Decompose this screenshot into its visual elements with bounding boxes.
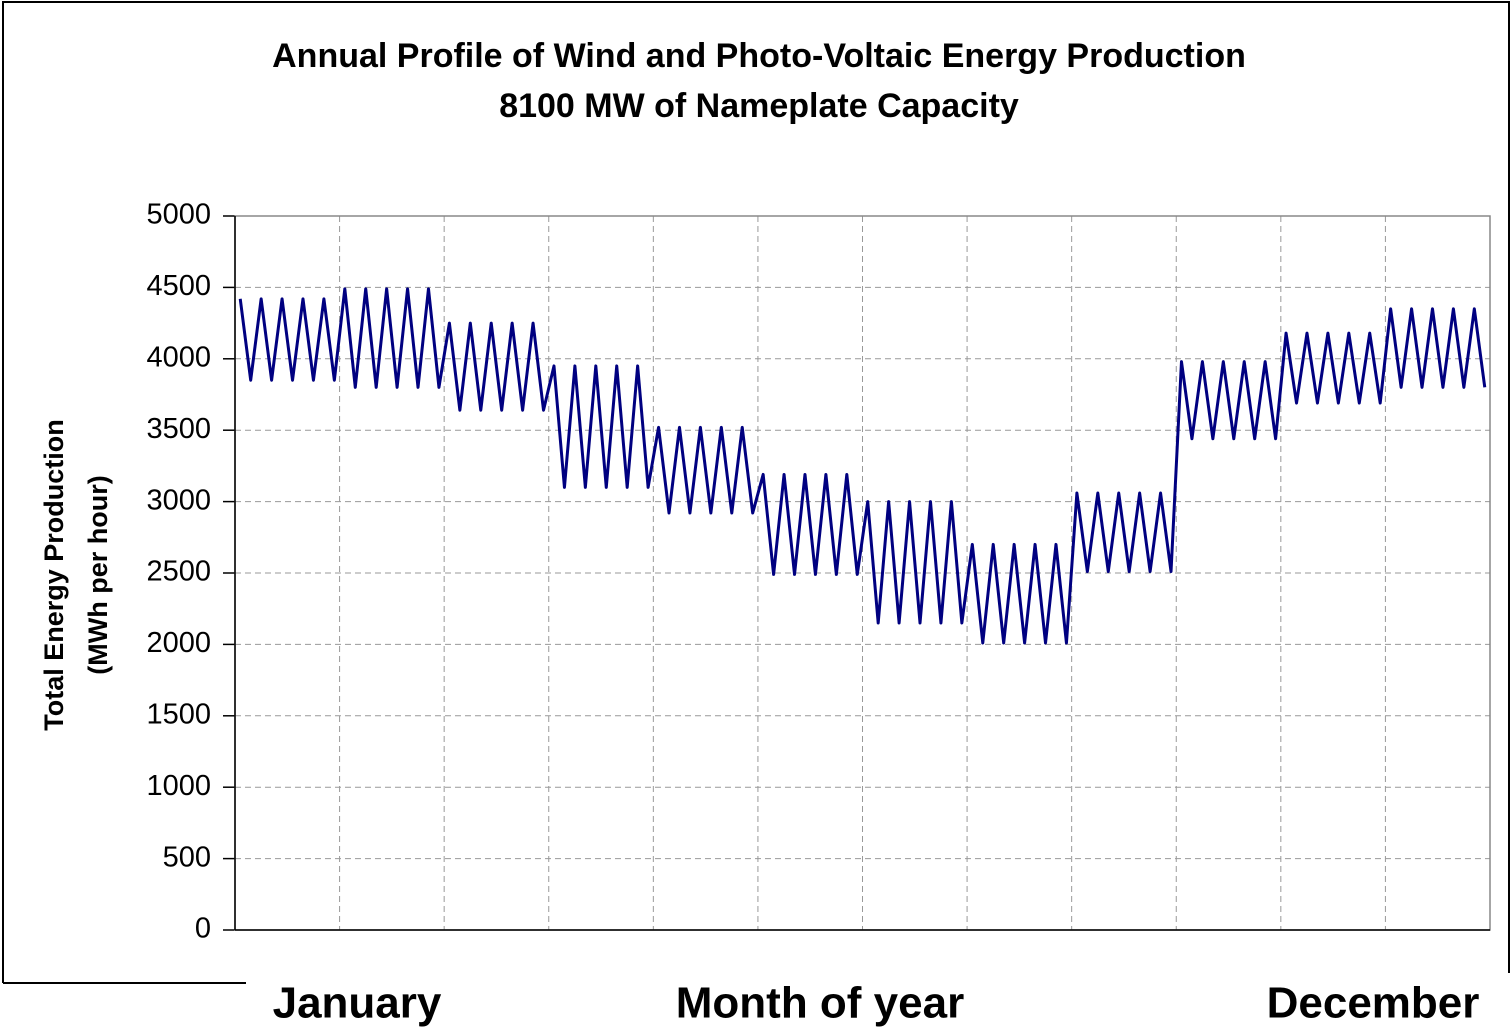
plot-border: [234, 215, 1491, 931]
chart-subtitle: 8100 MW of Nameplate Capacity: [499, 87, 1019, 125]
y-tick-label: 1500: [146, 698, 211, 730]
y-tick-label: 0: [195, 913, 211, 945]
y-tick-label: 1000: [146, 770, 211, 802]
x-axis-label: Month of year: [676, 979, 964, 1028]
y-axis-label: Total Energy Production: [39, 419, 69, 731]
chart-title: Annual Profile of Wind and Photo-Voltaic…: [272, 37, 1246, 75]
y-tick-label: 3000: [146, 484, 211, 516]
y-tick-label: 4500: [146, 270, 211, 302]
y-tick-label: 3500: [146, 413, 211, 445]
chart-frame: [2, 1, 1510, 983]
y-tick-label: 2500: [146, 556, 211, 588]
y-tick-label: 2000: [146, 627, 211, 659]
y-axis-label: (MWh per hour): [83, 475, 113, 674]
y-tick-label: 4000: [146, 341, 211, 373]
annotation: January: [273, 979, 442, 1028]
series-line: [238, 287, 1487, 645]
y-tick-label: 500: [163, 841, 211, 873]
y-tick-label: 5000: [146, 199, 211, 231]
annotation: December: [1267, 979, 1480, 1028]
